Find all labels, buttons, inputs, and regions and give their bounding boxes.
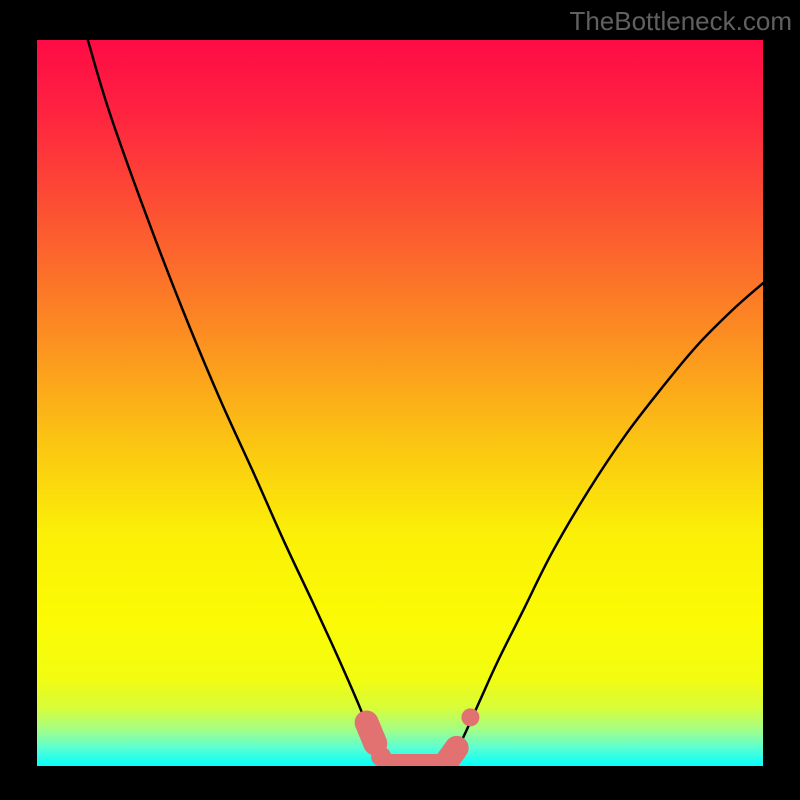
- marker-capsule: [367, 722, 376, 743]
- v-curve-overlay: [37, 40, 763, 766]
- marker-dot: [461, 708, 479, 726]
- watermark-text: TheBottleneck.com: [569, 6, 792, 37]
- plot-area: [37, 40, 763, 766]
- image-root: TheBottleneck.com: [0, 0, 800, 800]
- bottleneck-curve: [88, 40, 763, 766]
- marker-capsule: [389, 748, 457, 766]
